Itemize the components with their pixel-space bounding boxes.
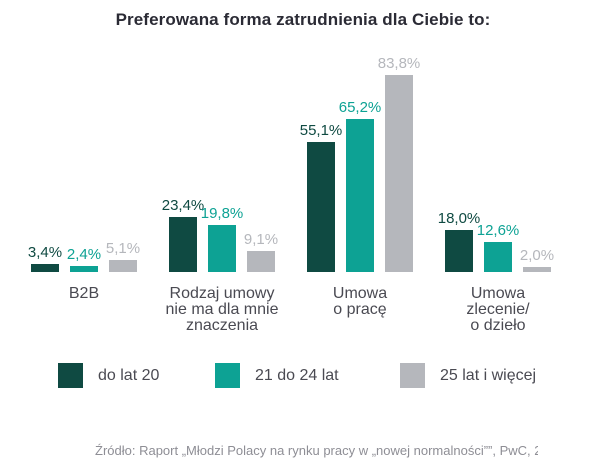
chart: 3,4% 2,4% 5,1% B2B 23,4% 19,8% 9,1% Rodzaj umow… (27, 0, 555, 334)
source-truncated-char: 2 (534, 443, 539, 458)
bar-column: 2,0% (519, 247, 555, 272)
legend-item: 25 lat i więcej (400, 363, 536, 388)
legend-item: do lat 20 (58, 363, 159, 388)
bar-value-label: 65,2% (338, 99, 382, 116)
bar (385, 75, 413, 272)
bar-column: 2,4% (66, 246, 102, 272)
bar-column: 65,2% (339, 100, 381, 272)
bar (208, 225, 236, 272)
bar (445, 230, 473, 272)
legend-label: do lat 20 (98, 366, 160, 384)
bar (307, 142, 335, 272)
bar-value-label: 3,4% (27, 244, 63, 261)
bar-column: 83,8% (378, 56, 420, 272)
source-note: Źródło: Raport „Młodzi Polacy na rynku p… (95, 443, 538, 458)
source-text: Źródło: Raport „Młodzi Polacy na rynku p… (95, 443, 535, 458)
category-label: Umowa o pracę (332, 285, 388, 318)
bar (247, 251, 275, 272)
bar-column: 3,4% (27, 244, 63, 272)
legend-swatch-icon (400, 363, 425, 388)
bar-value-label: 2,0% (519, 247, 555, 264)
bar-value-label: 55,1% (299, 122, 343, 139)
bar (346, 119, 374, 272)
bar-value-label: 5,1% (105, 240, 141, 257)
bar-value-label: 23,4% (161, 197, 205, 214)
bar-group: 18,0% 12,6% 2,0% Umowa zlecenie/o dzieło (438, 211, 555, 334)
legend-swatch-icon (58, 363, 83, 388)
bar-value-label: 83,8% (377, 55, 421, 72)
bar (484, 242, 512, 272)
bar-column: 55,1% (300, 123, 342, 272)
bar-column: 9,1% (243, 231, 279, 272)
bar-column: 5,1% (105, 240, 141, 272)
bar-group: 55,1% 65,2% 83,8% Umowa o pracę (300, 56, 421, 318)
bar-column: 23,4% (162, 198, 204, 272)
legend-label: 25 lat i więcej (440, 366, 537, 384)
legend: do lat 20 21 do 24 lat 25 lat i więcej (0, 363, 606, 391)
legend-label: 21 do 24 lat (255, 366, 339, 384)
bar (169, 217, 197, 272)
bar-group: 23,4% 19,8% 9,1% Rodzaj umowy nie ma dla mni… (162, 198, 279, 334)
bar-value-label: 2,4% (66, 246, 102, 263)
category-label: Rodzaj umowy nie ma dla mnie znaczenia (165, 285, 279, 334)
bar (31, 264, 59, 272)
chart-title: Preferowana forma zatrudnienia dla Ciebi… (115, 10, 491, 29)
bar-value-label: 12,6% (476, 222, 520, 239)
legend-item: 21 do 24 lat (215, 363, 339, 388)
bar (70, 266, 98, 272)
bar-value-label: 19,8% (200, 205, 244, 222)
category-label: B2B (68, 285, 100, 302)
bar-column: 18,0% (438, 211, 480, 272)
bar-column: 19,8% (201, 206, 243, 272)
bar-group: 3,4% 2,4% 5,1% B2B (27, 240, 141, 302)
bar-value-label: 9,1% (243, 231, 279, 248)
bar-column: 12,6% (477, 223, 519, 272)
bar (523, 267, 551, 272)
bar (109, 260, 137, 272)
legend-swatch-icon (215, 363, 240, 388)
bar-value-label: 18,0% (437, 210, 481, 227)
category-label: Umowa zlecenie/o dzieło (466, 285, 530, 334)
